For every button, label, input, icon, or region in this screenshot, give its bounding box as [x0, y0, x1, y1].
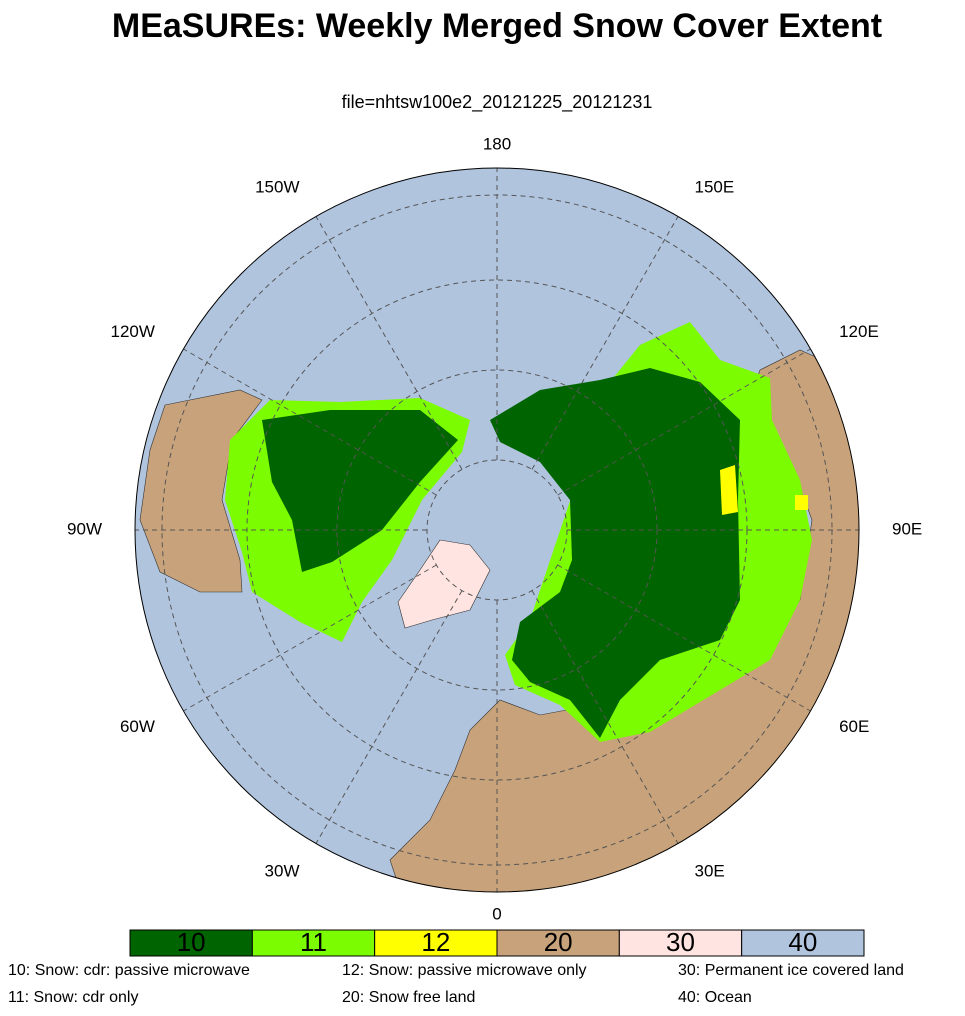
- longitude-label: 60W: [120, 717, 155, 736]
- meridian: [557, 564, 811, 712]
- subtitle: file=nhtsw100e2_20121225_20121231: [342, 92, 653, 113]
- meridian: [557, 348, 811, 496]
- north-america-snow-pm: [262, 410, 458, 572]
- legend-entry: 10: Snow: cdr: passive microwave: [8, 962, 250, 979]
- meridian: [183, 348, 437, 496]
- longitude-label: 120E: [839, 322, 879, 341]
- map-border: [134, 167, 860, 893]
- legend-entry: 40: Ocean: [678, 989, 752, 1006]
- graticule: [135, 168, 859, 892]
- legend-entry: 30: Permanent ice covered land: [678, 962, 904, 979]
- longitude-label: 150W: [255, 177, 299, 196]
- colorbar-label: 10: [177, 927, 206, 957]
- eurasia-snow-pm: [490, 368, 740, 738]
- colorbar-box: [618, 929, 743, 957]
- meridian: [183, 564, 437, 712]
- greenland-ice: [397, 539, 491, 629]
- longitude-label: 30E: [695, 862, 725, 881]
- snow-pm-only: [720, 465, 808, 515]
- longitude-label: 60E: [839, 717, 869, 736]
- map-area: [135, 168, 859, 892]
- meridian: [531, 590, 679, 844]
- longitude-label: 30W: [265, 862, 300, 881]
- longitude-label: 0: [492, 904, 501, 923]
- colorbar-label: 40: [788, 927, 817, 957]
- longitude-label: 150E: [695, 177, 735, 196]
- colorbar-label: 20: [544, 927, 573, 957]
- legend-entry: 12: Snow: passive microwave only: [342, 962, 587, 979]
- colorbar-box: [129, 929, 253, 957]
- longitude-label: 90W: [67, 519, 102, 538]
- longitude-label: 90E: [892, 519, 922, 538]
- colorbar-box: [374, 929, 498, 957]
- longitude-label: 120W: [110, 322, 154, 341]
- legend-entry: 20: Snow free land: [342, 989, 475, 1006]
- longitude-label: 180: [483, 134, 511, 153]
- meridian: [315, 590, 463, 844]
- title: MEaSUREs: Weekly Merged Snow Cover Exten…: [112, 7, 882, 45]
- meridian: [315, 216, 463, 470]
- colorbar-box: [741, 929, 865, 957]
- legend-entry: 11: Snow: cdr only: [8, 989, 138, 1006]
- colorbar-label: 12: [421, 927, 450, 957]
- colorbar-label: 30: [666, 927, 695, 957]
- meridian: [531, 216, 679, 470]
- colorbar-label: 11: [300, 927, 327, 957]
